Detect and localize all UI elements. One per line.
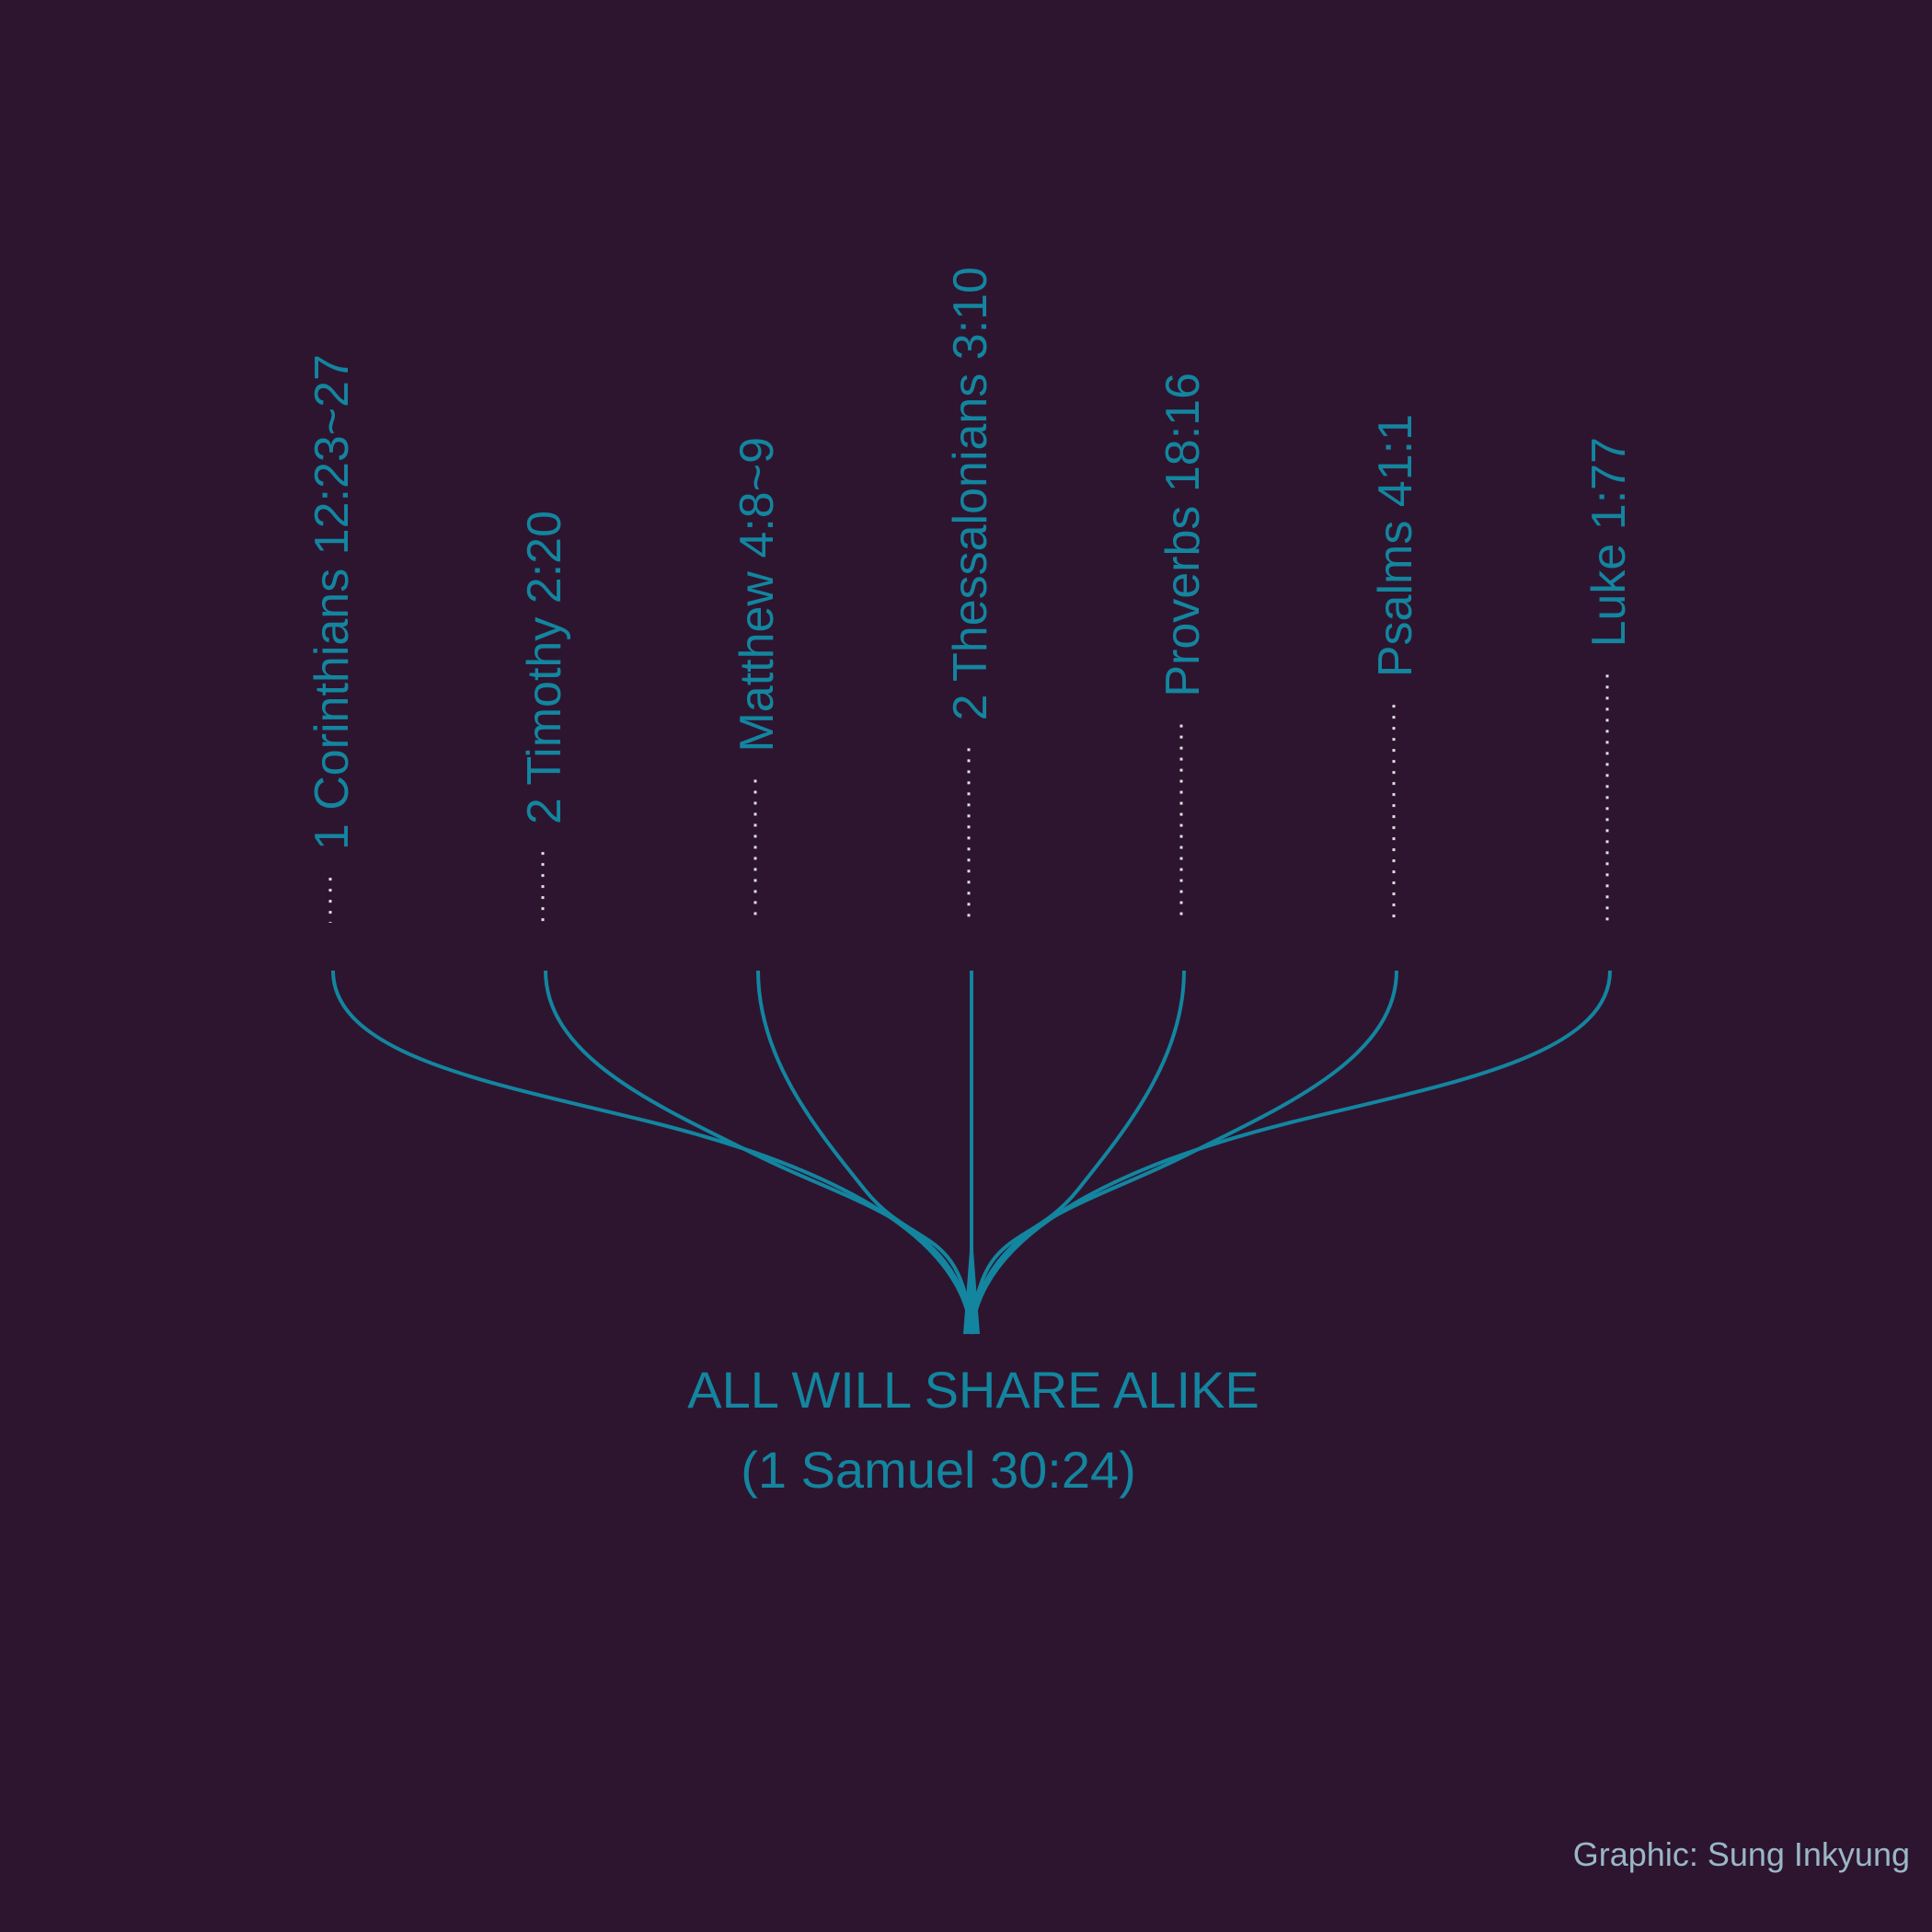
- branch-line: [970, 970, 1398, 1335]
- title-reference: (1 Samuel 30:24): [741, 1441, 1136, 1499]
- branch-line: [756, 970, 973, 1335]
- reference-label: Luke 1:77: [1582, 437, 1636, 647]
- branch-lines: [331, 970, 1612, 1335]
- branch-line: [331, 970, 973, 1335]
- reference-label: Psalms 41:1: [1369, 414, 1422, 677]
- branch-line: [970, 970, 1186, 1335]
- branch-line: [544, 970, 973, 1335]
- branch-line: [970, 970, 1612, 1335]
- dotted-leaders: [328, 674, 1609, 923]
- reference-label: Proverbs 18:16: [1156, 373, 1210, 697]
- credit-text: Graphic: Sung Inkyung: [1573, 1835, 1910, 1873]
- reference-label: 1 Corinthians 12:23~27: [305, 354, 359, 850]
- reference-label: 2 Timothy 2:20: [518, 511, 571, 824]
- reference-label: Matthew 4:8~9: [730, 437, 784, 753]
- title-text: ALL WILL SHARE ALIKE: [687, 1361, 1259, 1419]
- reference-labels: 1 Corinthians 12:23~27 2 Timothy 2:20 Matt…: [305, 267, 1636, 850]
- reference-label: 2 Thessalonians 3:10: [944, 267, 997, 720]
